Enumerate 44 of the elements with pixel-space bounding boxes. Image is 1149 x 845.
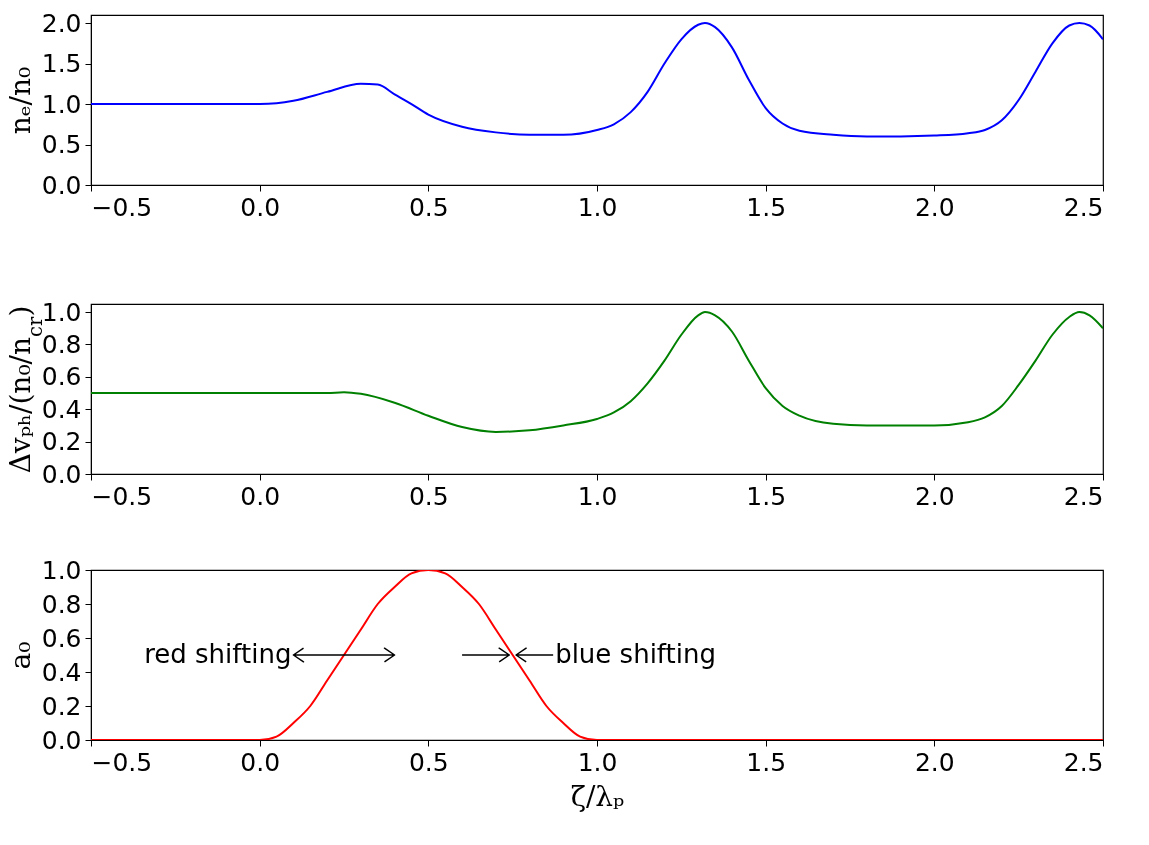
x-tick-label: −0.5 [91, 192, 153, 222]
y-tick-label: 0.6 [41, 623, 82, 653]
x-tick-label: 1.0 [577, 192, 618, 222]
y-tick-label: 0.8 [41, 589, 82, 619]
x-tick-label: 1.5 [746, 192, 787, 222]
x-tick-label: 0.0 [240, 481, 281, 511]
line-series [91, 22, 1103, 138]
x-tick-label: −0.5 [91, 747, 153, 777]
y-tick-label: 0.4 [41, 657, 82, 687]
x-tick-label: 2.0 [914, 192, 955, 222]
x-tick-label: 0.5 [408, 192, 449, 222]
x-tick-label: 1.0 [577, 747, 618, 777]
y-tick-label: 1.0 [41, 89, 82, 119]
x-axis-title: ζ/λₚ [570, 779, 625, 813]
annotation: red shifting [144, 639, 292, 669]
y-tick-label: 0.0 [41, 170, 82, 200]
y-tick-label: 2.0 [41, 8, 82, 38]
y-tick-label: 0.2 [41, 427, 82, 457]
y-tick-label: 0.8 [41, 329, 82, 359]
x-tick-label: 2.5 [1063, 192, 1104, 222]
x-tick-label: 2.0 [914, 481, 955, 511]
x-tick-label: 1.0 [577, 481, 618, 511]
x-tick-label: −0.5 [91, 481, 153, 511]
y-tick-label: 1.0 [41, 297, 82, 327]
y-tick-label: 1.0 [41, 555, 82, 585]
line-series [91, 311, 1103, 433]
y-axis-title: a₀ [3, 641, 37, 670]
y-axis-title: nₑ/n₀ [3, 66, 37, 135]
x-tick-label: 1.5 [746, 481, 787, 511]
y-tick-label: 1.5 [41, 49, 82, 79]
x-tick-label: 0.5 [408, 481, 449, 511]
y-tick-label: 0.5 [41, 130, 82, 160]
annotation: blue shifting [555, 639, 716, 669]
x-tick-label: 1.5 [746, 747, 787, 777]
y-tick-label: 0.6 [41, 362, 82, 392]
x-tick-label: 0.0 [240, 192, 281, 222]
x-tick-label: 2.5 [1063, 481, 1104, 511]
y-tick-label: 0.0 [41, 725, 82, 755]
x-tick-label: 0.5 [408, 747, 449, 777]
y-tick-label: 0.4 [41, 394, 82, 424]
x-tick-label: 2.5 [1063, 747, 1104, 777]
y-tick-label: 0.2 [41, 691, 82, 721]
x-tick-label: 2.0 [914, 747, 955, 777]
x-tick-label: 0.0 [240, 747, 281, 777]
